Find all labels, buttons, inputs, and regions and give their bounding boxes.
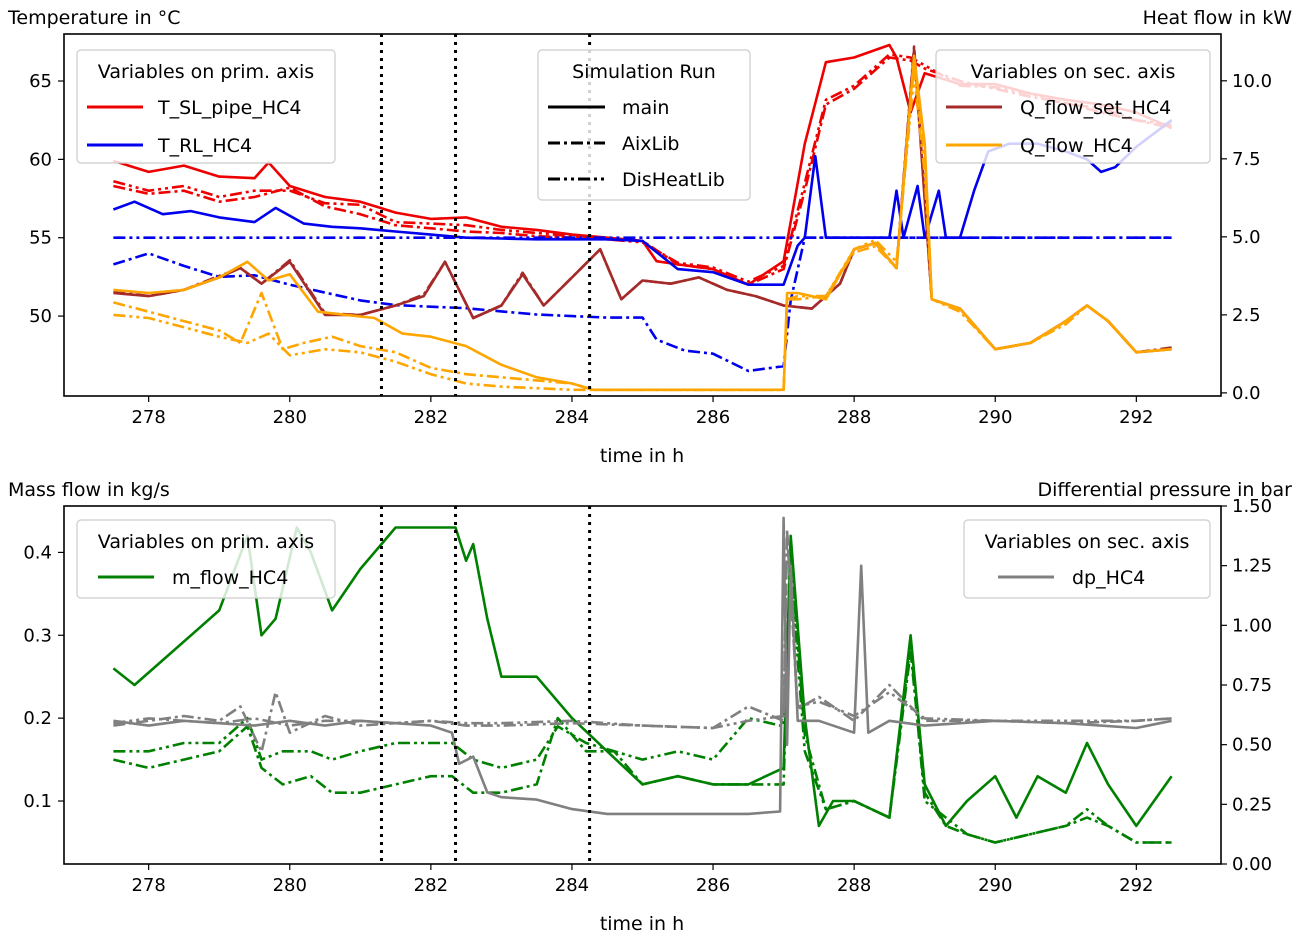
bottom-series-m-flow-hc4-aixlib (113, 551, 1172, 844)
bottom-x-tick-label: 288 (837, 875, 871, 896)
top-left-axis-title: Temperature in °C (7, 7, 181, 29)
top-right-axis-title: Heat flow in kW (1143, 7, 1293, 29)
bottom-x-tick-label: 280 (273, 875, 307, 896)
top-y-right-tick-label: 2.5 (1232, 305, 1261, 326)
bottom-y-right-tick-label: 0.00 (1232, 854, 1272, 875)
legend-label-t-sl-pipe: T_SL_pipe_HC4 (157, 97, 301, 119)
bottom-y-right-tick-label: 1.25 (1232, 556, 1272, 577)
bottom-y-right-tick-label: 0.50 (1232, 735, 1272, 756)
bottom-x-tick-label: 278 (131, 875, 165, 896)
bottom-legend-secondary: Variables on sec. axis dp_HC4 (963, 519, 1211, 599)
bottom-x-tick-label: 282 (414, 875, 448, 896)
bottom-legend-primary: Variables on prim. axis m_flow_HC4 (76, 519, 336, 599)
legend-label-t-rl: T_RL_HC4 (157, 135, 252, 157)
bottom-x-axis-title: time in h (600, 913, 684, 935)
top-ticks: 278 280 282 284 286 288 290 292 50 55 60 65 0.0 2.5 5.… (29, 71, 1272, 428)
bottom-y-right-tick-label: 0.75 (1232, 675, 1272, 696)
bottom-y-right-tick-label: 1.00 (1232, 615, 1272, 636)
legend-label-q-flow: Q_flow_HC4 (1020, 135, 1133, 157)
top-y-right-tick-label: 0.0 (1232, 383, 1261, 404)
top-y-right-tick-label: 7.5 (1232, 149, 1261, 170)
legend-label-dp: dp_HC4 (1072, 567, 1145, 589)
temperature-heatflow-chart: Temperature in °C Heat flow in kW 278 280… (7, 7, 1292, 467)
massflow-pressure-chart: Mass flow in kg/s Differential pressure … (8, 479, 1292, 935)
top-y-right-tick-label: 10.0 (1232, 71, 1272, 92)
bottom-series-dp-hc4-main (113, 516, 1172, 816)
bottom-legend-primary-title: Variables on prim. axis (98, 531, 314, 553)
top-y-left-tick-label: 65 (29, 71, 52, 92)
top-y-right-tick-label: 5.0 (1232, 227, 1261, 248)
top-y-left-tick-label: 50 (29, 306, 52, 327)
bottom-series-dp-hc4-aixlib (113, 528, 1172, 754)
bottom-y-left-tick-label: 0.2 (23, 708, 52, 729)
top-legend-secondary-title: Variables on sec. axis (971, 61, 1176, 83)
bottom-legend-secondary-title: Variables on sec. axis (985, 531, 1190, 553)
top-x-tick-label: 278 (131, 407, 165, 428)
legend-label-m-flow: m_flow_HC4 (172, 567, 288, 589)
bottom-x-tick-label: 284 (555, 875, 589, 896)
legend-label-aixlib: AixLib (622, 133, 679, 155)
top-legend-secondary: Variables on sec. axis Q_flow_set_HC4 Q_… (935, 49, 1211, 164)
legend-label-disheatlib: DisHeatLib (622, 169, 725, 191)
bottom-ticks: 278 280 282 284 286 288 290 292 0.1 0.2 0.3 0.4 0.00… (23, 496, 1272, 896)
top-x-tick-label: 292 (1119, 407, 1153, 428)
top-legend-runs-title: Simulation Run (572, 61, 716, 83)
top-series-q-flow-hc4-disheatlib (113, 73, 1172, 392)
bottom-series-dp-hc4-disheatlib (113, 533, 1172, 730)
bottom-y-right-tick-label: 0.25 (1232, 794, 1272, 815)
bottom-y-left-tick-label: 0.3 (23, 625, 52, 646)
top-x-tick-label: 286 (696, 407, 730, 428)
bottom-series-m-flow-hc4-disheatlib (113, 567, 1172, 844)
top-legend-runs: Simulation Run main AixLib DisHeatLib (537, 49, 751, 201)
top-legend-primary-title: Variables on prim. axis (98, 61, 314, 83)
bottom-left-axis-title: Mass flow in kg/s (8, 479, 170, 501)
bottom-y-left-tick-label: 0.4 (23, 542, 52, 563)
top-axes-frame (63, 33, 1222, 397)
top-x-axis-title: time in h (600, 445, 684, 467)
top-y-left-tick-label: 55 (29, 228, 52, 249)
legend-label-main: main (622, 97, 669, 119)
top-x-tick-label: 288 (837, 407, 871, 428)
bottom-x-tick-label: 286 (696, 875, 730, 896)
legend-label-q-flow-set: Q_flow_set_HC4 (1020, 97, 1171, 119)
bottom-x-tick-label: 292 (1119, 875, 1153, 896)
top-legend-primary: Variables on prim. axis T_SL_pipe_HC4 T_… (76, 49, 336, 164)
top-y-left-tick-label: 60 (29, 149, 52, 170)
bottom-x-tick-label: 290 (978, 875, 1012, 896)
top-series-t-rl-hc4-aixlib (113, 236, 1172, 373)
top-x-tick-label: 282 (414, 407, 448, 428)
bottom-right-axis-title: Differential pressure in bar (1038, 479, 1293, 501)
bottom-y-left-tick-label: 0.1 (23, 791, 52, 812)
bottom-y-right-tick-label: 1.50 (1232, 496, 1272, 517)
top-x-tick-label: 290 (978, 407, 1012, 428)
top-x-tick-label: 280 (273, 407, 307, 428)
top-x-tick-label: 284 (555, 407, 589, 428)
